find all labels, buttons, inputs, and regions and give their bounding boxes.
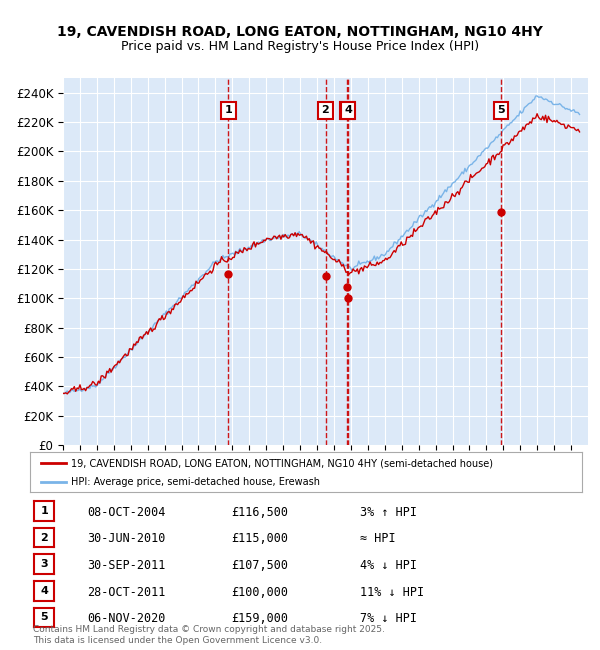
Text: 5: 5	[40, 612, 48, 623]
Text: 30-SEP-2011: 30-SEP-2011	[87, 559, 166, 572]
Text: ≈ HPI: ≈ HPI	[360, 532, 395, 545]
Text: Price paid vs. HM Land Registry's House Price Index (HPI): Price paid vs. HM Land Registry's House …	[121, 40, 479, 53]
Text: 4: 4	[40, 586, 48, 596]
Text: 4: 4	[344, 105, 352, 115]
Text: £115,000: £115,000	[231, 532, 288, 545]
Text: 3% ↑ HPI: 3% ↑ HPI	[360, 506, 417, 519]
Text: 06-NOV-2020: 06-NOV-2020	[87, 612, 166, 625]
Text: £100,000: £100,000	[231, 586, 288, 599]
Text: 4% ↓ HPI: 4% ↓ HPI	[360, 559, 417, 572]
Text: 28-OCT-2011: 28-OCT-2011	[87, 586, 166, 599]
Text: £116,500: £116,500	[231, 506, 288, 519]
Text: 30-JUN-2010: 30-JUN-2010	[87, 532, 166, 545]
Text: 08-OCT-2004: 08-OCT-2004	[87, 506, 166, 519]
Text: 7% ↓ HPI: 7% ↓ HPI	[360, 612, 417, 625]
Text: 19, CAVENDISH ROAD, LONG EATON, NOTTINGHAM, NG10 4HY: 19, CAVENDISH ROAD, LONG EATON, NOTTINGH…	[57, 25, 543, 39]
Text: 19, CAVENDISH ROAD, LONG EATON, NOTTINGHAM, NG10 4HY (semi-detached house): 19, CAVENDISH ROAD, LONG EATON, NOTTINGH…	[71, 458, 493, 468]
Text: 3: 3	[343, 105, 350, 115]
Text: £159,000: £159,000	[231, 612, 288, 625]
Text: 1: 1	[40, 506, 48, 516]
Text: 11% ↓ HPI: 11% ↓ HPI	[360, 586, 424, 599]
Text: HPI: Average price, semi-detached house, Erewash: HPI: Average price, semi-detached house,…	[71, 477, 320, 487]
Text: 2: 2	[322, 105, 329, 115]
Text: 2: 2	[40, 532, 48, 543]
Text: 1: 1	[224, 105, 232, 115]
Text: 3: 3	[40, 559, 48, 569]
Text: 5: 5	[497, 105, 505, 115]
Text: Contains HM Land Registry data © Crown copyright and database right 2025.
This d: Contains HM Land Registry data © Crown c…	[33, 625, 385, 645]
Text: £107,500: £107,500	[231, 559, 288, 572]
